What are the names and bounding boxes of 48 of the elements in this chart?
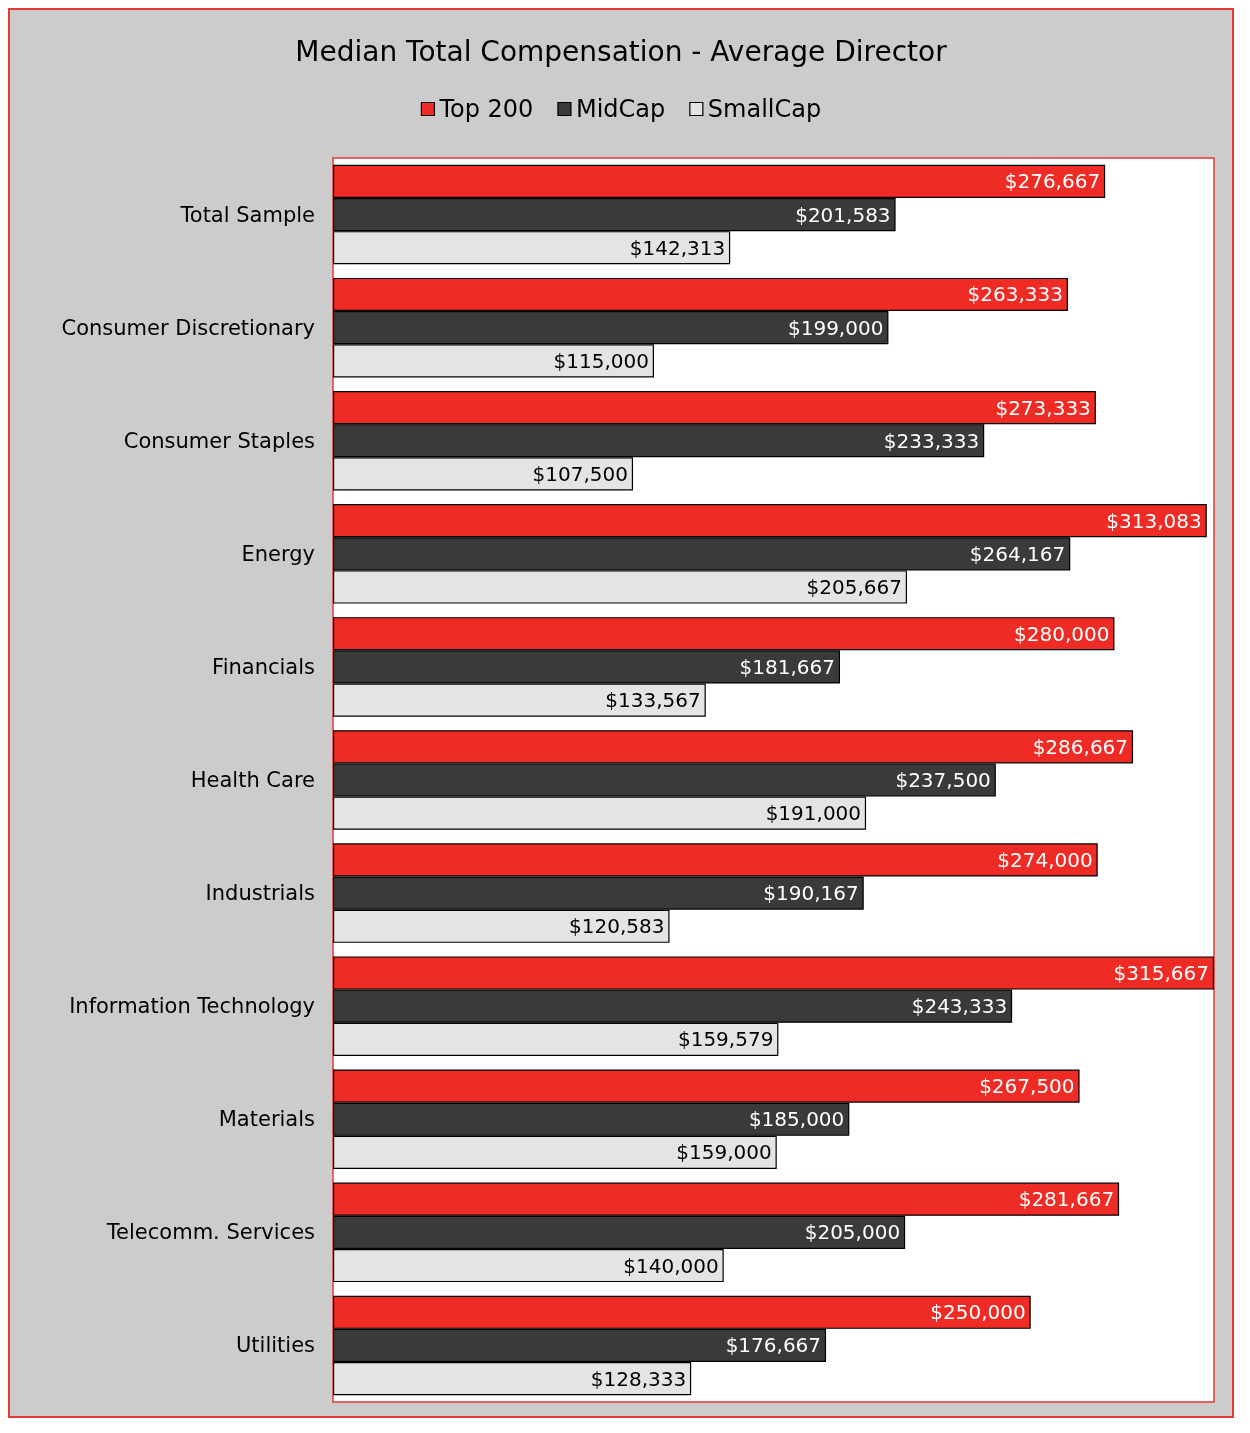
data-label: $205,000: [804, 1220, 901, 1245]
data-label: $181,667: [739, 654, 836, 679]
data-label: $280,000: [1014, 621, 1110, 646]
y-tick-label: Total Sample: [179, 202, 315, 227]
y-tick-label: Information Technology: [69, 994, 315, 1019]
data-label: $159,579: [677, 1027, 774, 1052]
data-label: $133,567: [605, 688, 701, 713]
data-label: $199,000: [787, 315, 884, 340]
data-label: $191,000: [765, 801, 862, 826]
y-tick-label: Telecomm. Services: [105, 1220, 315, 1245]
data-label: $264,167: [969, 541, 1066, 566]
data-label: $263,333: [967, 282, 1063, 307]
legend-label: MidCap: [575, 95, 666, 123]
data-label: $313,083: [1106, 508, 1202, 533]
y-tick-label: Consumer Discretionary: [61, 315, 315, 340]
data-label: $190,167: [763, 881, 859, 906]
y-tick-label: Materials: [218, 1107, 315, 1132]
data-label: $142,313: [629, 235, 726, 260]
data-label: $315,667: [1113, 961, 1209, 986]
data-label: $243,333: [911, 994, 1008, 1019]
data-label: $274,000: [997, 847, 1093, 872]
data-label: $237,500: [895, 768, 991, 792]
y-tick-label: Consumer Staples: [123, 428, 315, 453]
data-label: $205,667: [806, 574, 902, 599]
y-tick-label: Utilities: [235, 1333, 315, 1358]
data-label: $128,333: [590, 1366, 687, 1391]
data-label: $115,000: [553, 348, 649, 373]
legend-label: SmallCap: [707, 95, 822, 123]
data-label: $140,000: [623, 1253, 719, 1278]
data-label: $185,000: [748, 1107, 845, 1132]
legend-label: Top 200: [438, 95, 534, 123]
data-label: $201,583: [795, 202, 891, 227]
data-label: $276,667: [1004, 169, 1101, 194]
data-label: $159,000: [676, 1140, 772, 1165]
data-label: $233,333: [883, 428, 980, 453]
data-label: $286,667: [1032, 734, 1129, 759]
data-label: $281,667: [1018, 1187, 1115, 1212]
data-label: $273,333: [995, 395, 1091, 420]
data-label: $176,667: [725, 1333, 822, 1358]
y-tick-label: Financials: [212, 654, 315, 679]
data-label: $107,500: [532, 461, 629, 486]
data-label: $250,000: [930, 1300, 1026, 1325]
y-tick-label: Energy: [241, 541, 315, 566]
chart-title: Median Total Compensation - Average Director: [295, 34, 948, 68]
data-label: $120,583: [569, 914, 665, 939]
y-tick-label: Health Care: [190, 768, 315, 792]
data-label: $267,500: [979, 1074, 1075, 1099]
y-tick-label: Industrials: [205, 881, 315, 906]
